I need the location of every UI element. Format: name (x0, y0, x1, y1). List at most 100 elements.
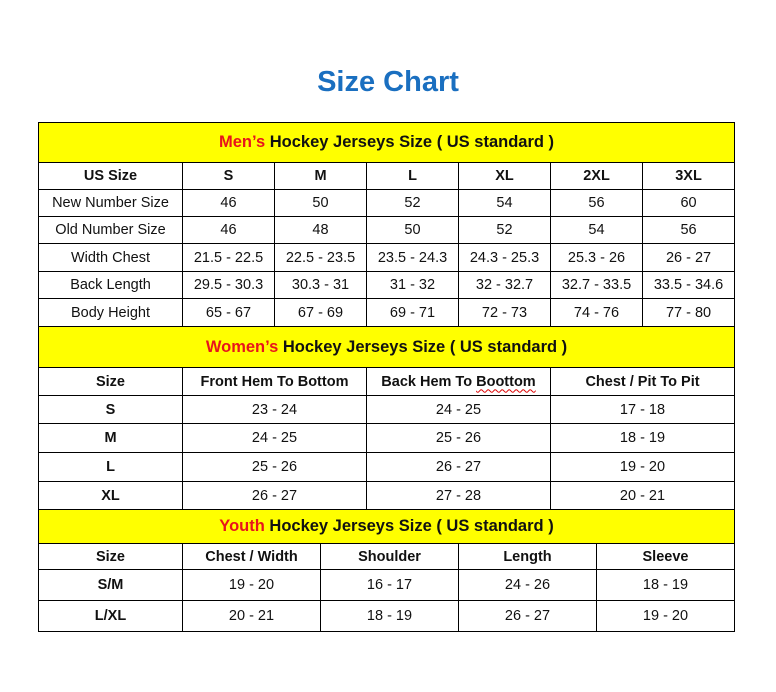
row-label: Old Number Size (38, 216, 183, 244)
section-heading-text: Hockey Jerseys Size ( US standard ) (265, 133, 555, 151)
page-title: Size Chart (317, 66, 459, 98)
table-cell: 56 (550, 189, 643, 217)
column-header: L (366, 162, 459, 190)
table-row: Body Height 65 - 67 67 - 69 69 - 71 72 - 73 7… (38, 298, 736, 327)
table-row: S/M 19 - 20 16 - 17 24 - 26 18 - 19 (38, 569, 736, 601)
table-cell: 19 - 20 (182, 569, 321, 601)
table-cell: 27 - 28 (366, 481, 551, 510)
column-header: 3XL (641, 162, 736, 190)
column-header-label: Chest / Width (205, 548, 298, 565)
table-cell: 20 - 21 (182, 600, 321, 632)
table-cell: 21.5 - 22.5 (182, 243, 275, 272)
section-heading-text: Hockey Jerseys Size ( US standard ) (278, 337, 568, 356)
section-highlight: Women’s (205, 337, 279, 356)
column-header: US Size (38, 162, 183, 190)
table-cell: 24 - 26 (458, 569, 597, 601)
table-cell: 46 (182, 189, 275, 217)
column-header: M (274, 162, 367, 190)
table-cell: 17 - 18 (549, 395, 736, 424)
table-cell: 18 - 19 (595, 569, 736, 601)
row-label: Back Length (38, 271, 183, 299)
table-cell: 33.5 - 34.6 (641, 271, 736, 299)
table-cell: 25 - 26 (366, 423, 551, 453)
youth-section-heading: Youth Hockey Jerseys Size ( US standard … (37, 509, 736, 544)
table-cell: 22.5 - 23.5 (274, 243, 367, 272)
column-header-label: Length (503, 548, 552, 565)
table-cell: 26 - 27 (458, 600, 597, 632)
table-cell: 18 - 19 (549, 423, 736, 453)
column-header: 2XL (550, 162, 643, 190)
table-cell: 26 - 27 (641, 243, 736, 272)
table-cell: 25 - 26 (182, 452, 367, 482)
table-cell: 52 (458, 216, 551, 244)
table-cell: 54 (550, 216, 643, 244)
column-header-label: Size (95, 373, 125, 390)
column-header-label: S (223, 168, 234, 184)
table-row: Width Chest 21.5 - 22.5 22.5 - 23.5 23.5 - … (38, 243, 736, 272)
table-row: L 25 - 26 26 - 27 19 - 20 (38, 452, 736, 482)
row-label: S/M (38, 569, 183, 601)
column-header: Shoulder (320, 543, 459, 570)
table-cell: 23 - 24 (182, 395, 367, 424)
table-cell: 32 - 32.7 (458, 271, 551, 299)
table-cell: 20 - 21 (549, 481, 736, 510)
section-heading-text: Hockey Jerseys Size ( US standard ) (264, 517, 554, 535)
table-cell: 23.5 - 24.3 (366, 243, 459, 272)
column-header-label: Chest / Pit To Pit (585, 373, 700, 390)
column-header-label: Size (95, 548, 125, 565)
column-header-label: Sleeve (642, 548, 689, 565)
table-cell: 32.7 - 33.5 (550, 271, 643, 299)
section-highlight: Men’s (219, 133, 266, 151)
table-row: S 23 - 24 24 - 25 17 - 18 (38, 395, 736, 424)
table-cell: 60 (641, 189, 736, 217)
youth-size-table: Youth Hockey Jerseys Size ( US standard … (37, 509, 736, 632)
column-header: Size (38, 543, 183, 570)
mens-section-heading: Men’s Hockey Jerseys Size ( US standard … (37, 122, 736, 163)
table-cell: 24 - 25 (182, 423, 367, 453)
column-header: S (182, 162, 275, 190)
row-label: XL (38, 481, 183, 510)
column-header-label: XL (495, 168, 514, 184)
column-header-label: 2XL (583, 168, 610, 184)
table-row: L/XL 20 - 21 18 - 19 26 - 27 19 - 20 (38, 600, 736, 632)
table-cell: 67 - 69 (274, 298, 367, 327)
table-cell: 16 - 17 (320, 569, 459, 601)
table-cell: 56 (641, 216, 736, 244)
column-header-row: Size Chest / Width Shoulder Length Sleeve (38, 543, 736, 570)
row-label: New Number Size (38, 189, 183, 217)
womens-section-heading: Women’s Hockey Jerseys Size ( US standar… (37, 326, 736, 368)
table-cell: 18 - 19 (320, 600, 459, 632)
column-header: Chest / Width (182, 543, 321, 570)
column-header-label: US Size (83, 168, 138, 184)
column-header: Front Hem To Bottom (182, 367, 367, 396)
table-cell: 19 - 20 (595, 600, 736, 632)
column-header-label: Front Hem To Bottom (200, 373, 349, 390)
table-cell: 74 - 76 (550, 298, 643, 327)
table-row: XL 26 - 27 27 - 28 20 - 21 (38, 481, 736, 510)
table-cell: 31 - 32 (366, 271, 459, 299)
row-label: Body Height (38, 298, 183, 327)
table-cell: 26 - 27 (182, 481, 367, 510)
table-cell: 54 (458, 189, 551, 217)
table-cell: 26 - 27 (366, 452, 551, 482)
table-cell: 24.3 - 25.3 (458, 243, 551, 272)
column-header: Chest / Pit To Pit (549, 367, 736, 396)
column-header-row: Size Front Hem To Bottom Back Hem To Boott… (38, 367, 736, 396)
table-row: M 24 - 25 25 - 26 18 - 19 (38, 423, 736, 453)
row-label: Width Chest (38, 243, 183, 272)
row-label: L (38, 452, 183, 482)
table-row: Old Number Size 46 48 50 52 54 56 (38, 216, 736, 244)
column-header-label: Back Hem To Boottom (381, 373, 536, 390)
column-header-label: Shoulder (358, 548, 421, 565)
womens-size-table: Women’s Hockey Jerseys Size ( US standar… (37, 326, 736, 510)
table-cell: 25.3 - 26 (550, 243, 643, 272)
table-cell: 29.5 - 30.3 (182, 271, 275, 299)
mens-size-table: Men’s Hockey Jerseys Size ( US standard … (37, 122, 736, 327)
row-label: L/XL (38, 600, 183, 632)
table-row: Back Length 29.5 - 30.3 30.3 - 31 31 - 32 32… (38, 271, 736, 299)
column-header: Back Hem To Boottom (366, 367, 551, 396)
table-cell: 30.3 - 31 (274, 271, 367, 299)
column-header: Sleeve (595, 543, 736, 570)
table-cell: 48 (274, 216, 367, 244)
table-cell: 77 - 80 (641, 298, 736, 327)
